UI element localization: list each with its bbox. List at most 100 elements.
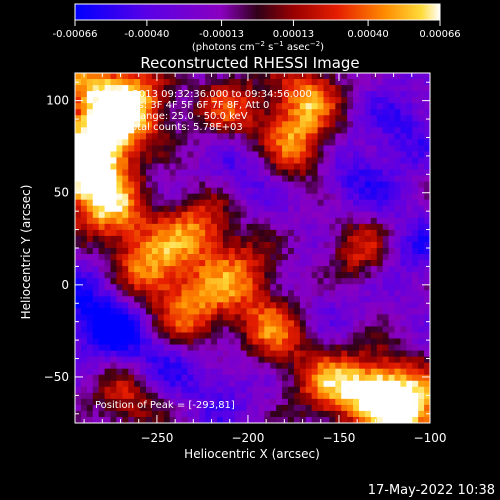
heatmap-cell <box>323 109 331 116</box>
heatmap-cell <box>406 248 413 255</box>
heatmap-cell <box>151 223 159 231</box>
heatmap-cell <box>347 187 354 195</box>
heatmap-cell <box>240 73 248 80</box>
heatmap-cell <box>175 338 183 346</box>
heatmap-cell <box>252 368 260 376</box>
heatmap-cell <box>400 272 407 279</box>
heatmap-cell <box>80 380 88 388</box>
heatmap-cell <box>240 157 248 165</box>
heatmap-cell <box>335 193 342 201</box>
heatmap-cell <box>293 296 301 303</box>
heatmap-cell <box>258 344 265 352</box>
heatmap-cell <box>293 278 301 285</box>
heatmap-cell <box>181 127 189 134</box>
heatmap-cell <box>299 181 307 189</box>
heatmap-cell <box>157 139 165 147</box>
heatmap-cell <box>193 103 200 110</box>
heatmap-cell <box>205 145 212 153</box>
heatmap-cell <box>98 266 106 273</box>
heatmap-cell <box>341 374 348 382</box>
heatmap-cell <box>276 163 283 171</box>
heatmap-cell <box>98 248 106 255</box>
heatmap-cell <box>388 91 396 98</box>
heatmap-cell <box>175 229 183 237</box>
heatmap-cell <box>104 205 112 213</box>
heatmap-cell <box>394 398 402 406</box>
heatmap-cell <box>323 326 331 334</box>
heatmap-cell <box>276 332 283 340</box>
heatmap-cell <box>98 314 106 322</box>
heatmap-cell <box>394 109 402 116</box>
heatmap-cell <box>400 79 407 86</box>
heatmap-cell <box>211 320 218 328</box>
heatmap-cell <box>98 356 106 364</box>
heatmap-cell <box>311 338 319 346</box>
heatmap-cell <box>370 290 378 297</box>
heatmap-cell <box>193 254 200 261</box>
heatmap-cell <box>323 260 331 267</box>
heatmap-cell <box>323 314 331 322</box>
heatmap-cell <box>234 79 242 86</box>
heatmap-cell <box>347 404 354 412</box>
heatmap-cell <box>299 362 307 370</box>
heatmap-cell <box>359 290 366 297</box>
heatmap-cell <box>80 254 88 261</box>
heatmap-cell <box>205 266 212 273</box>
heatmap-cell <box>293 404 301 412</box>
heatmap-cell <box>151 260 159 267</box>
heatmap-cell <box>364 308 372 315</box>
heatmap-cell <box>92 79 100 86</box>
heatmap-cell <box>359 410 366 418</box>
heatmap-cell <box>258 211 265 219</box>
heatmap-cell <box>353 350 360 358</box>
heatmap-cell <box>217 404 224 412</box>
heatmap-cell <box>382 229 390 237</box>
heatmap-cell <box>317 374 325 382</box>
heatmap-cell <box>146 103 153 110</box>
heatmap-cell <box>359 97 366 104</box>
heatmap-cell <box>317 386 325 394</box>
heatmap-cell <box>305 91 313 98</box>
heatmap-cell <box>175 398 183 406</box>
heatmap-cell <box>175 332 183 340</box>
heatmap-cell <box>376 356 384 364</box>
heatmap-cell <box>406 398 413 406</box>
heatmap-cell <box>140 157 147 165</box>
heatmap-cell <box>234 109 242 116</box>
heatmap-cell <box>146 229 153 237</box>
heatmap-cell <box>163 374 171 382</box>
heatmap-cell <box>400 223 407 231</box>
heatmap-cell <box>288 326 295 334</box>
heatmap-cell <box>376 350 384 358</box>
heatmap-cell <box>193 211 200 219</box>
heatmap-cell <box>335 139 342 147</box>
heatmap-cell <box>305 187 313 195</box>
heatmap-cell <box>140 296 147 303</box>
heatmap-cell <box>193 217 200 225</box>
heatmap-cell <box>240 314 248 322</box>
heatmap-cell <box>388 266 396 273</box>
heatmap-cell <box>98 392 106 400</box>
heatmap-cell <box>424 223 430 231</box>
heatmap-cell <box>400 115 407 122</box>
heatmap-cell <box>217 109 224 116</box>
heatmap-cell <box>116 109 123 116</box>
heatmap-cell <box>400 229 407 237</box>
heatmap-cell <box>353 284 360 291</box>
heatmap-cell <box>151 392 159 400</box>
heatmap-cell <box>299 332 307 340</box>
heatmap-cell <box>335 380 342 388</box>
heatmap-cell <box>75 241 82 249</box>
heatmap-cell <box>157 392 165 400</box>
heatmap-cell <box>205 133 212 140</box>
heatmap-cell <box>228 139 236 147</box>
heatmap-cell <box>299 338 307 346</box>
heatmap-cell <box>234 254 242 261</box>
heatmap-cell <box>329 157 336 165</box>
heatmap-cell <box>146 362 153 370</box>
heatmap-cell <box>276 223 283 231</box>
heatmap-cell <box>305 398 313 406</box>
heatmap-cell <box>110 97 118 104</box>
heatmap-cell <box>293 169 301 177</box>
